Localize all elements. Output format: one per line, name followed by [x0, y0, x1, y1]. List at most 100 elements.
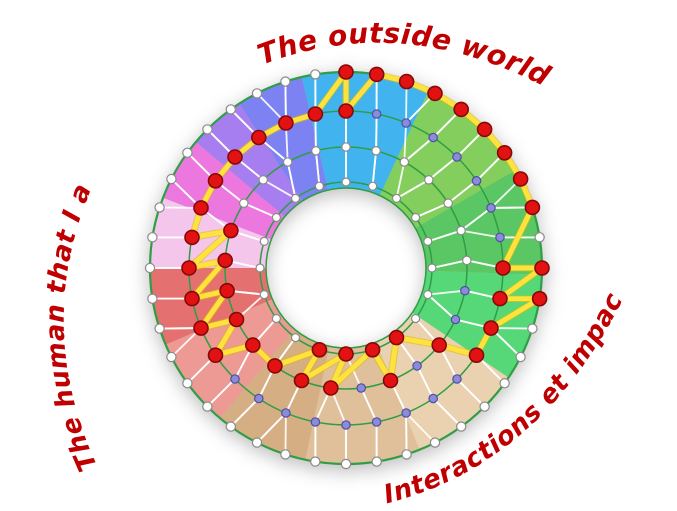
node-white[interactable]	[515, 351, 526, 363]
node-white[interactable]	[290, 333, 301, 343]
node-white[interactable]	[429, 437, 441, 448]
node-red[interactable]	[219, 282, 235, 299]
node-white[interactable]	[202, 124, 213, 135]
node-purple[interactable]	[401, 408, 411, 418]
node-white[interactable]	[423, 236, 433, 246]
node-red[interactable]	[223, 222, 239, 239]
node-white[interactable]	[427, 263, 437, 273]
node-purple[interactable]	[460, 285, 470, 296]
node-white[interactable]	[154, 202, 165, 213]
node-white[interactable]	[479, 401, 490, 412]
node-purple[interactable]	[341, 420, 351, 430]
node-purple[interactable]	[356, 383, 366, 393]
node-red[interactable]	[364, 341, 381, 358]
node-red[interactable]	[338, 64, 354, 80]
node-white[interactable]	[423, 290, 433, 300]
node-white[interactable]	[310, 69, 321, 80]
node-red[interactable]	[492, 290, 508, 307]
node-white[interactable]	[280, 449, 291, 460]
node-white[interactable]	[399, 157, 410, 167]
node-white[interactable]	[456, 421, 467, 432]
node-red[interactable]	[368, 66, 385, 83]
node-white[interactable]	[255, 263, 265, 273]
node-red[interactable]	[307, 106, 324, 122]
node-white[interactable]	[166, 351, 177, 363]
node-white[interactable]	[411, 313, 421, 324]
node-red[interactable]	[468, 347, 485, 364]
node-white[interactable]	[202, 401, 213, 412]
node-white[interactable]	[225, 104, 236, 115]
node-red[interactable]	[431, 337, 448, 353]
node-red[interactable]	[322, 380, 339, 396]
node-white[interactable]	[443, 198, 453, 208]
node-white[interactable]	[401, 449, 412, 460]
node-white[interactable]	[239, 198, 249, 208]
node-purple[interactable]	[230, 374, 240, 384]
node-red[interactable]	[267, 358, 283, 374]
node-purple[interactable]	[452, 152, 462, 162]
node-white[interactable]	[182, 378, 193, 389]
node-red[interactable]	[184, 229, 200, 246]
node-white[interactable]	[258, 175, 268, 185]
node-red[interactable]	[338, 346, 354, 362]
node-white[interactable]	[411, 212, 421, 223]
node-red[interactable]	[311, 341, 328, 358]
node-purple[interactable]	[253, 393, 264, 404]
node-white[interactable]	[371, 146, 381, 156]
node-red[interactable]	[382, 372, 399, 389]
node-white[interactable]	[314, 181, 324, 191]
node-white[interactable]	[282, 157, 293, 167]
node-red[interactable]	[483, 320, 499, 336]
node-purple[interactable]	[412, 361, 422, 371]
node-white[interactable]	[371, 456, 382, 467]
node-purple[interactable]	[371, 109, 382, 119]
node-white[interactable]	[534, 232, 545, 243]
node-white[interactable]	[456, 225, 466, 236]
node-red[interactable]	[476, 121, 493, 138]
node-white[interactable]	[311, 146, 321, 156]
node-white[interactable]	[423, 175, 434, 185]
node-red[interactable]	[278, 115, 294, 131]
node-red[interactable]	[512, 171, 529, 187]
node-red[interactable]	[207, 173, 224, 189]
node-white[interactable]	[271, 212, 281, 223]
node-red[interactable]	[293, 372, 310, 389]
node-red[interactable]	[524, 199, 541, 216]
node-white[interactable]	[499, 378, 510, 389]
node-white[interactable]	[154, 323, 165, 334]
node-white[interactable]	[527, 323, 538, 334]
node-red[interactable]	[427, 85, 443, 102]
node-red[interactable]	[207, 347, 224, 364]
node-red[interactable]	[217, 252, 233, 269]
node-red[interactable]	[534, 260, 550, 276]
node-white[interactable]	[144, 262, 156, 274]
node-purple[interactable]	[428, 393, 438, 404]
node-red[interactable]	[193, 200, 209, 216]
node-red[interactable]	[338, 103, 354, 119]
node-white[interactable]	[225, 421, 236, 432]
node-white[interactable]	[341, 142, 351, 152]
node-white[interactable]	[271, 313, 281, 324]
node-white[interactable]	[340, 458, 352, 470]
node-white[interactable]	[147, 232, 158, 243]
node-white[interactable]	[290, 193, 301, 203]
node-red[interactable]	[193, 320, 209, 336]
node-white[interactable]	[251, 88, 263, 99]
node-red[interactable]	[453, 101, 470, 118]
node-white[interactable]	[461, 255, 472, 266]
node-white[interactable]	[310, 456, 321, 467]
node-purple[interactable]	[450, 314, 461, 325]
node-white[interactable]	[391, 193, 402, 203]
node-purple[interactable]	[471, 176, 482, 186]
node-red[interactable]	[250, 129, 267, 146]
node-red[interactable]	[531, 290, 548, 307]
node-white[interactable]	[147, 293, 158, 304]
node-red[interactable]	[245, 337, 261, 353]
node-purple[interactable]	[452, 374, 462, 384]
node-white[interactable]	[280, 76, 291, 87]
node-purple[interactable]	[428, 132, 438, 143]
node-red[interactable]	[398, 73, 415, 90]
node-purple[interactable]	[310, 417, 321, 427]
node-purple[interactable]	[371, 417, 382, 427]
node-white[interactable]	[368, 181, 378, 191]
